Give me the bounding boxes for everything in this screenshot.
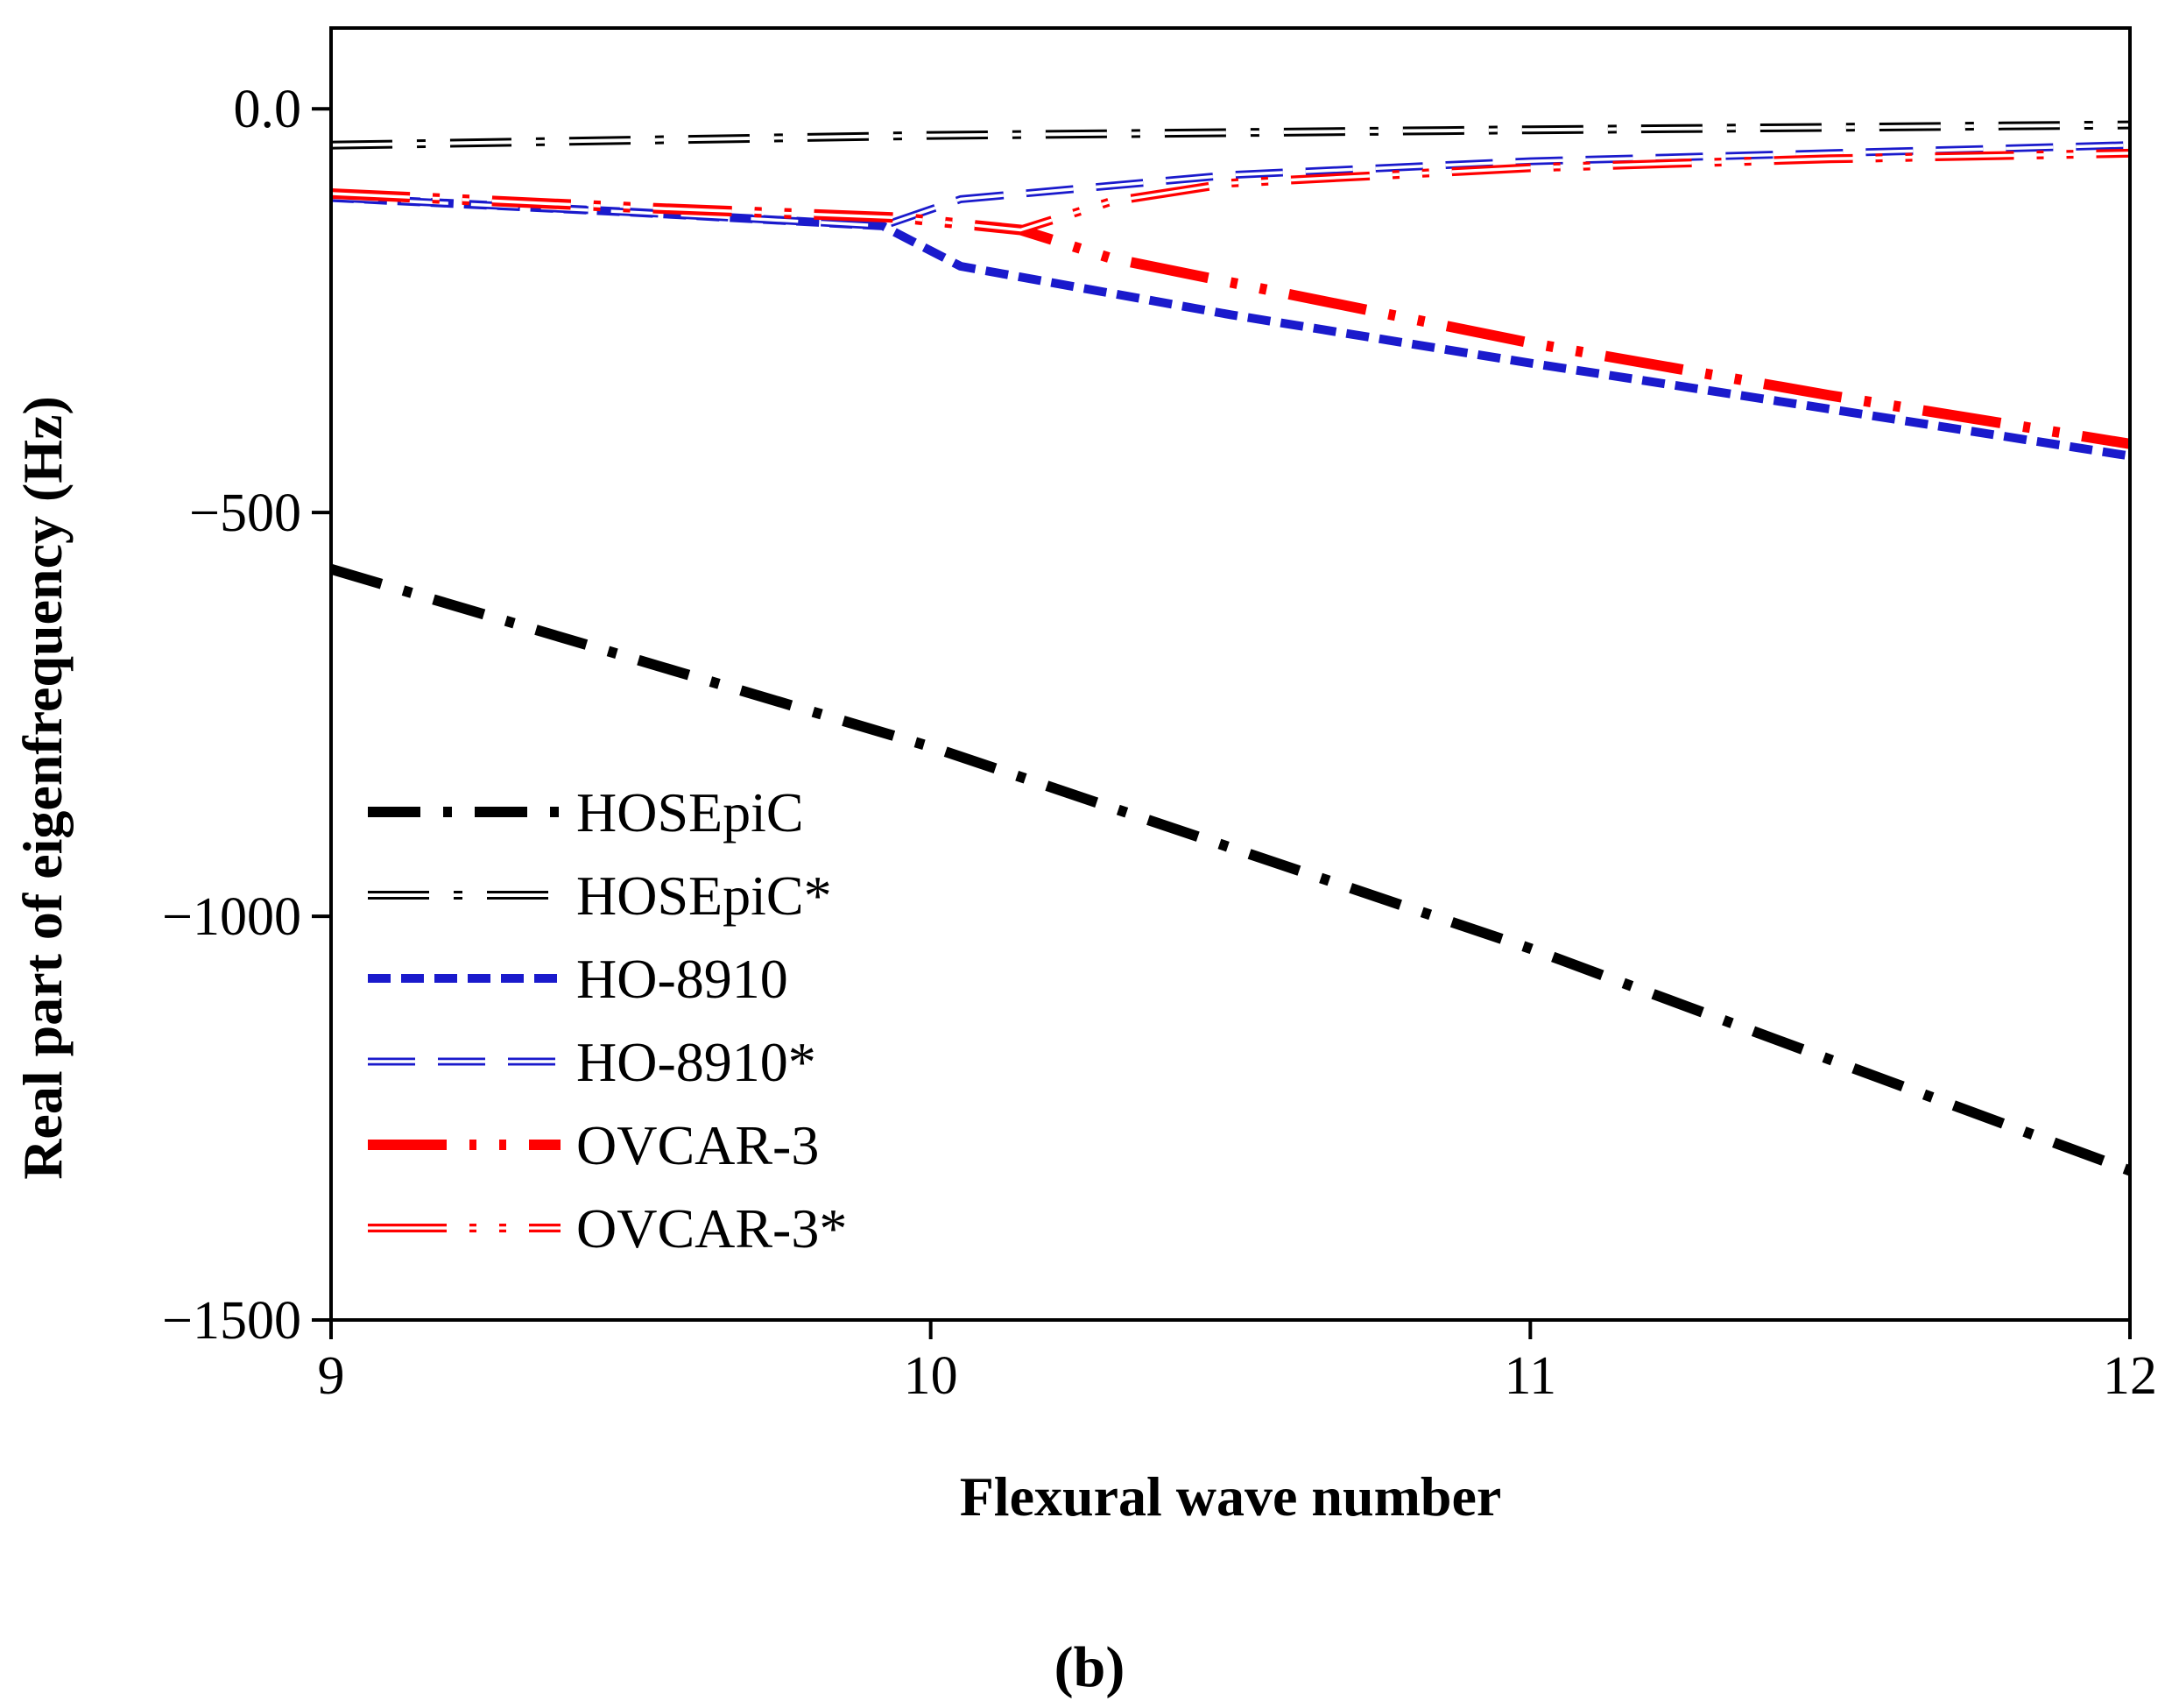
y-tick-label: −500 xyxy=(189,483,301,543)
series-line-hosepic-stroke xyxy=(331,563,2130,1176)
y-tick-label: 0.0 xyxy=(234,80,302,139)
legend-item-ovcar-3-star: OVCAR-3* xyxy=(368,1197,847,1260)
x-tick-label: 11 xyxy=(1504,1346,1556,1406)
legend-item-ovcar-3: OVCAR-3 xyxy=(368,1114,819,1176)
legend-item-hosepic-star: HOSEpiC* xyxy=(368,865,832,927)
x-tick-label: 9 xyxy=(318,1346,345,1406)
legend-label: HO-8910 xyxy=(576,948,788,1010)
legend-label: HOSEpiC* xyxy=(576,865,832,927)
legend-item-ho-8910: HO-8910 xyxy=(368,948,788,1010)
series-line-ovcar-3-star xyxy=(331,148,2130,235)
plot-frame xyxy=(329,26,2132,1322)
x-tick-label: 12 xyxy=(2103,1346,2157,1406)
legend-label: HOSEpiC xyxy=(576,781,804,843)
y-axis-title: Real part of eigenfrequency (Hz) xyxy=(11,396,74,1180)
series-line-hosepic xyxy=(331,563,2130,1176)
legend-label: OVCAR-3* xyxy=(576,1197,847,1260)
series-layer xyxy=(331,120,2130,1176)
series-line-hosepic-star-inner xyxy=(331,123,2130,147)
axes-layer: 9 10 11 12 0.0 −500 −1000 −1500 xyxy=(162,80,2157,1406)
legend-item-hosepic: HOSEpiC xyxy=(368,781,804,843)
series-line-hosepic-star xyxy=(331,120,2130,150)
x-axis-title: Flexural wave number xyxy=(960,1465,1502,1528)
y-tick-label: −1000 xyxy=(162,887,301,947)
legend-label: OVCAR-3 xyxy=(576,1114,819,1176)
panel-label: (b) xyxy=(1054,1635,1125,1699)
series-line-ho-8910-stroke xyxy=(331,193,2130,461)
series-line-ho-8910 xyxy=(331,193,2130,461)
legend-label: HO-8910* xyxy=(576,1031,816,1093)
series-line-ovcar-3-star-stroke xyxy=(331,148,2130,235)
x-tick-label: 10 xyxy=(904,1346,958,1406)
series-line-ovcar-3-star-inner xyxy=(331,152,2130,232)
y-tick-label: −1500 xyxy=(162,1291,301,1351)
legend-item-ho-8910-star: HO-8910* xyxy=(368,1031,816,1093)
legend: HOSEpiC HOSEpiC* HO-8910 HO-8910* OVCAR-3 OVC… xyxy=(368,781,847,1260)
